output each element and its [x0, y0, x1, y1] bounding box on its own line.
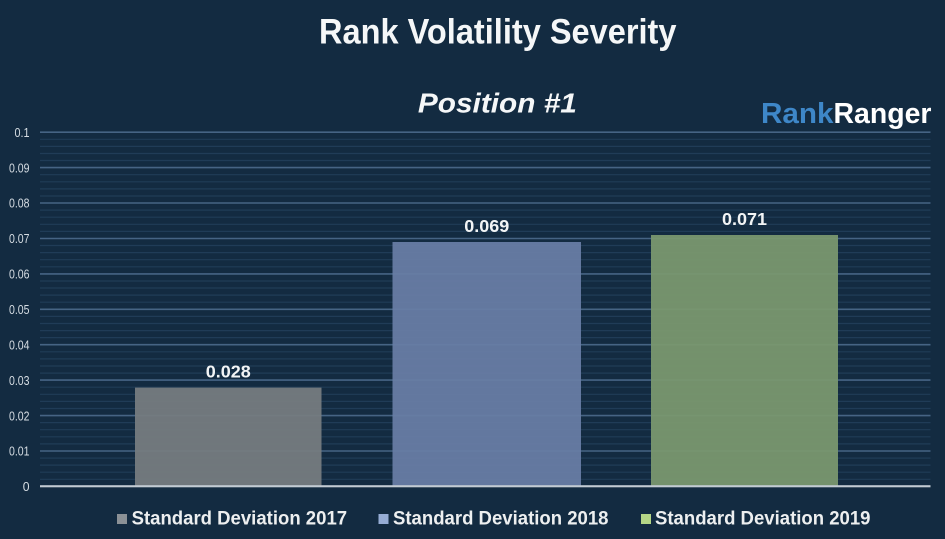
svg-text:0.02: 0.02	[9, 408, 30, 423]
svg-text:Position #1: Position #1	[418, 87, 577, 118]
svg-text:Rank Volatility Severity: Rank Volatility Severity	[319, 13, 677, 52]
svg-text:0.05: 0.05	[9, 302, 30, 317]
svg-text:0.069: 0.069	[464, 216, 509, 236]
svg-text:0.08: 0.08	[9, 196, 30, 211]
svg-text:0.07: 0.07	[9, 231, 30, 246]
svg-text:0: 0	[23, 479, 30, 494]
svg-text:Ranger: Ranger	[834, 98, 932, 130]
svg-text:Standard Deviation 2017: Standard Deviation 2017	[132, 509, 348, 530]
svg-text:Standard Deviation 2019: Standard Deviation 2019	[655, 509, 871, 530]
svg-text:Standard Deviation 2018: Standard Deviation 2018	[393, 509, 609, 530]
svg-text:0.04: 0.04	[9, 337, 30, 352]
svg-text:0.09: 0.09	[9, 160, 30, 175]
svg-text:0.03: 0.03	[9, 373, 30, 388]
svg-text:Rank: Rank	[761, 98, 834, 130]
svg-text:0.1: 0.1	[15, 125, 30, 140]
svg-text:0.01: 0.01	[9, 444, 30, 459]
svg-text:0.028: 0.028	[206, 362, 251, 382]
svg-text:0.06: 0.06	[9, 267, 30, 282]
svg-text:0.071: 0.071	[722, 209, 767, 229]
